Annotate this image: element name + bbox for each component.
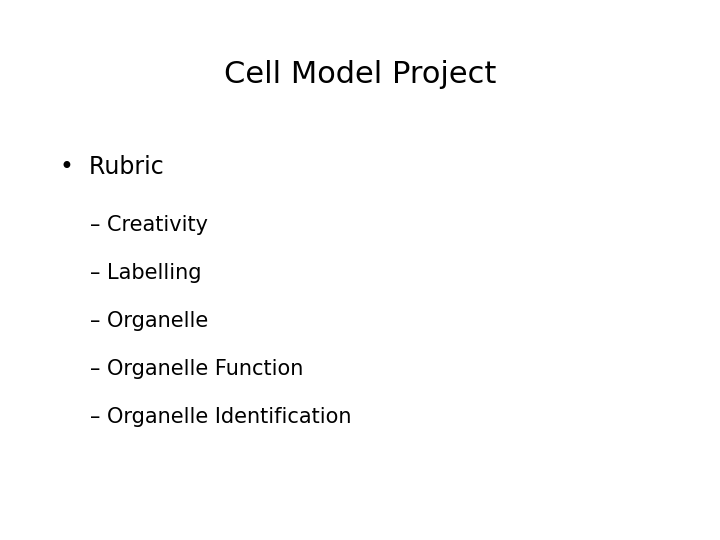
Text: – Organelle Function: – Organelle Function [90, 359, 303, 379]
Text: – Organelle Identification: – Organelle Identification [90, 407, 351, 427]
Text: Cell Model Project: Cell Model Project [224, 60, 496, 89]
Text: – Labelling: – Labelling [90, 263, 202, 283]
Text: •  Rubric: • Rubric [60, 155, 163, 179]
Text: – Organelle: – Organelle [90, 311, 208, 331]
Text: – Creativity: – Creativity [90, 215, 208, 235]
